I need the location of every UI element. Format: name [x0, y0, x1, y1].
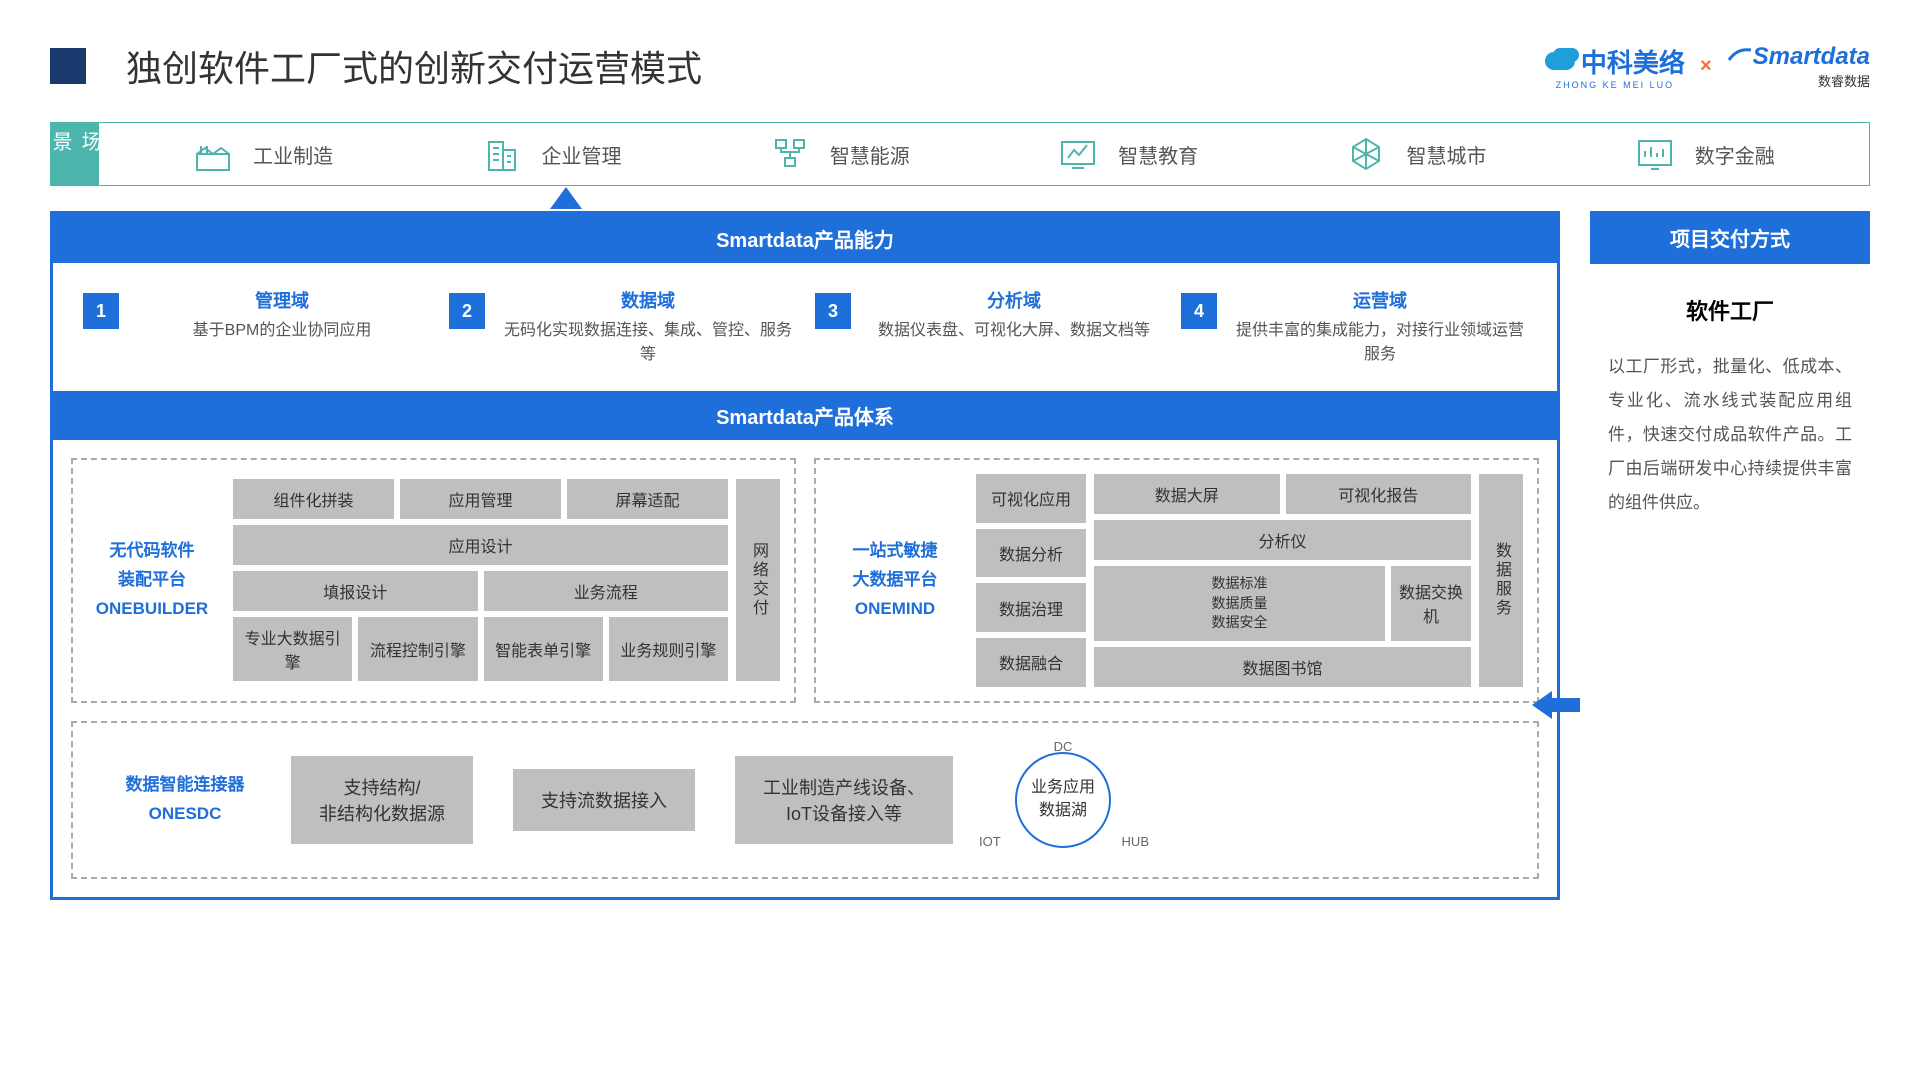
- scenario-item: 智慧教育: [1058, 134, 1198, 174]
- module-box: 填报设计: [233, 571, 478, 611]
- onesdc-label: 数据智能连接器ONESDC: [95, 771, 275, 829]
- scenario-item: 智慧城市: [1346, 134, 1486, 174]
- system-header: Smartdata产品体系: [53, 391, 1557, 440]
- onebuilder-side: 网络交付: [736, 479, 780, 681]
- domain-title: 管理域: [135, 287, 429, 313]
- module-box: 流程控制引擎: [358, 617, 477, 681]
- module-box: 数据分析: [976, 529, 1086, 578]
- cloud-icon: [1545, 52, 1575, 70]
- module-box: 数据治理: [976, 583, 1086, 632]
- arrow-up-icon: [550, 187, 582, 209]
- domain-desc: 无码化实现数据连接、集成、管控、服务等: [501, 319, 795, 367]
- capability-domains: 1 管理域基于BPM的企业协同应用 2 数据域无码化实现数据连接、集成、管控、服务等…: [53, 263, 1557, 391]
- finance-icon: [1635, 134, 1675, 174]
- arrow-left-icon: [1532, 691, 1580, 719]
- logo2-text: Smartdata: [1753, 43, 1870, 70]
- domain-desc: 基于BPM的企业协同应用: [135, 319, 429, 343]
- module-box: 智能表单引擎: [484, 617, 603, 681]
- domain-number: 4: [1181, 293, 1217, 329]
- network-icon: [770, 134, 810, 174]
- scenario-item: 数字金融: [1635, 134, 1775, 174]
- scenario-label: 智慧教育: [1118, 140, 1198, 169]
- scenario-item: 企业管理: [481, 134, 621, 174]
- module-box: 数据图书馆: [1094, 647, 1471, 687]
- scenario-label: 工业制造: [253, 140, 333, 169]
- architecture: 无代码软件装配平台ONEBUILDER 组件化拼装应用管理屏幕适配 应用设计 填…: [53, 440, 1557, 897]
- logo1-subtitle: ZHONG KE MEI LUO: [1556, 80, 1675, 90]
- scenario-item: 智慧能源: [770, 134, 910, 174]
- lake-label-dc: DC: [1054, 739, 1073, 754]
- capability-domain: 2 数据域无码化实现数据连接、集成、管控、服务等: [449, 287, 795, 367]
- delivery-desc: 以工厂形式，批量化、低成本、专业化、流水线式装配应用组件，快速交付成品软件产品。…: [1608, 350, 1852, 520]
- module-box: 数据融合: [976, 638, 1086, 687]
- capability-domain: 1 管理域基于BPM的企业协同应用: [83, 287, 429, 367]
- logo-zhongke: 中科美络 ZHONG KE MEI LUO: [1545, 43, 1685, 90]
- module-box: 数据交换机: [1391, 566, 1471, 641]
- scenarios-label: 场景: [51, 123, 99, 185]
- domain-number: 3: [815, 293, 851, 329]
- logo1-text: 中科美络: [1581, 43, 1685, 80]
- module-box: 组件化拼装: [233, 479, 394, 519]
- onemind-side: 数据服务: [1479, 474, 1523, 687]
- scenarios-bar: 场景 工业制造 企业管理 智慧能源 智慧教育 智慧城市 数字金融: [50, 122, 1870, 186]
- module-box: 支持结构/ 非结构化数据源: [291, 756, 473, 844]
- onebuilder-box: 无代码软件装配平台ONEBUILDER 组件化拼装应用管理屏幕适配 应用设计 填…: [71, 458, 796, 703]
- scenario-label: 企业管理: [541, 140, 621, 169]
- domain-title: 数据域: [501, 287, 795, 313]
- main-area: Smartdata产品能力 1 管理域基于BPM的企业协同应用 2 数据域无码化实现…: [50, 211, 1870, 900]
- module-box: 可视化报告: [1286, 474, 1472, 514]
- domain-title: 运营域: [1233, 287, 1527, 313]
- onemind-box: 一站式敏捷大数据平台ONEMIND 可视化应用 数据分析 数据治理 数据融合 数…: [814, 458, 1539, 703]
- module-box: 工业制造产线设备、 IoT设备接入等: [735, 756, 953, 844]
- scenario-item: 工业制造: [193, 134, 333, 174]
- lake-label-hub: HUB: [1122, 834, 1149, 849]
- module-box: 业务规则引擎: [609, 617, 728, 681]
- building-icon: [481, 134, 521, 174]
- factory-icon: [193, 134, 233, 174]
- header: 独创软件工厂式的创新交付运营模式 中科美络 ZHONG KE MEI LUO ×…: [50, 40, 1870, 92]
- scenario-label: 智慧能源: [830, 140, 910, 169]
- module-box: 分析仪: [1094, 520, 1471, 560]
- city-icon: [1346, 134, 1386, 174]
- delivery-column: 项目交付方式 软件工厂 以工厂形式，批量化、低成本、专业化、流水线式装配应用组件…: [1590, 211, 1870, 900]
- onebuilder-label: 无代码软件装配平台ONEBUILDER: [87, 537, 217, 624]
- scenarios-items: 工业制造 企业管理 智慧能源 智慧教育 智慧城市 数字金融: [99, 123, 1869, 185]
- module-box: 业务流程: [484, 571, 729, 611]
- scenario-label: 智慧城市: [1406, 140, 1486, 169]
- domain-title: 分析域: [867, 287, 1161, 313]
- domain-desc: 数据仪表盘、可视化大屏、数据文档等: [867, 319, 1161, 343]
- scenario-label: 数字金融: [1695, 140, 1775, 169]
- module-box: 可视化应用: [976, 474, 1086, 523]
- logo-separator: ×: [1700, 55, 1712, 78]
- capability-domain: 3 分析域数据仪表盘、可视化大屏、数据文档等: [815, 287, 1161, 367]
- data-lake: 业务应用 数据湖 DC IOT HUB: [993, 745, 1133, 855]
- lake-label-iot: IOT: [979, 834, 1001, 849]
- onemind-label: 一站式敏捷大数据平台ONEMIND: [830, 537, 960, 624]
- module-box: 屏幕适配: [567, 479, 728, 519]
- capability-header: Smartdata产品能力: [53, 214, 1557, 263]
- module-box: 支持流数据接入: [513, 769, 695, 831]
- delivery-header: 项目交付方式: [1590, 211, 1870, 264]
- lake-circle: 业务应用 数据湖: [1015, 752, 1111, 848]
- module-box: 专业大数据引擎: [233, 617, 352, 681]
- domain-desc: 提供丰富的集成能力，对接行业领域运营服务: [1233, 319, 1527, 367]
- domain-number: 2: [449, 293, 485, 329]
- module-box: 应用设计: [233, 525, 728, 565]
- onesdc-box: 数据智能连接器ONESDC 支持结构/ 非结构化数据源 支持流数据接入 工业制造…: [71, 721, 1539, 879]
- module-box: 数据标准 数据质量 数据安全: [1094, 566, 1385, 641]
- logo-area: 中科美络 ZHONG KE MEI LUO × Smartdata 数睿数据: [1545, 43, 1870, 90]
- page-title: 独创软件工厂式的创新交付运营模式: [126, 40, 1545, 92]
- capability-domain: 4 运营域提供丰富的集成能力，对接行业领域运营服务: [1181, 287, 1527, 367]
- logo2-subtitle: 数睿数据: [1818, 71, 1870, 90]
- product-column: Smartdata产品能力 1 管理域基于BPM的企业协同应用 2 数据域无码化实现…: [50, 211, 1560, 900]
- delivery-title: 软件工厂: [1608, 294, 1852, 326]
- module-box: 应用管理: [400, 479, 561, 519]
- title-decor-block: [50, 48, 86, 84]
- logo-smartdata: Smartdata 数睿数据: [1727, 43, 1870, 90]
- domain-number: 1: [83, 293, 119, 329]
- module-box: 数据大屏: [1094, 474, 1280, 514]
- education-icon: [1058, 134, 1098, 174]
